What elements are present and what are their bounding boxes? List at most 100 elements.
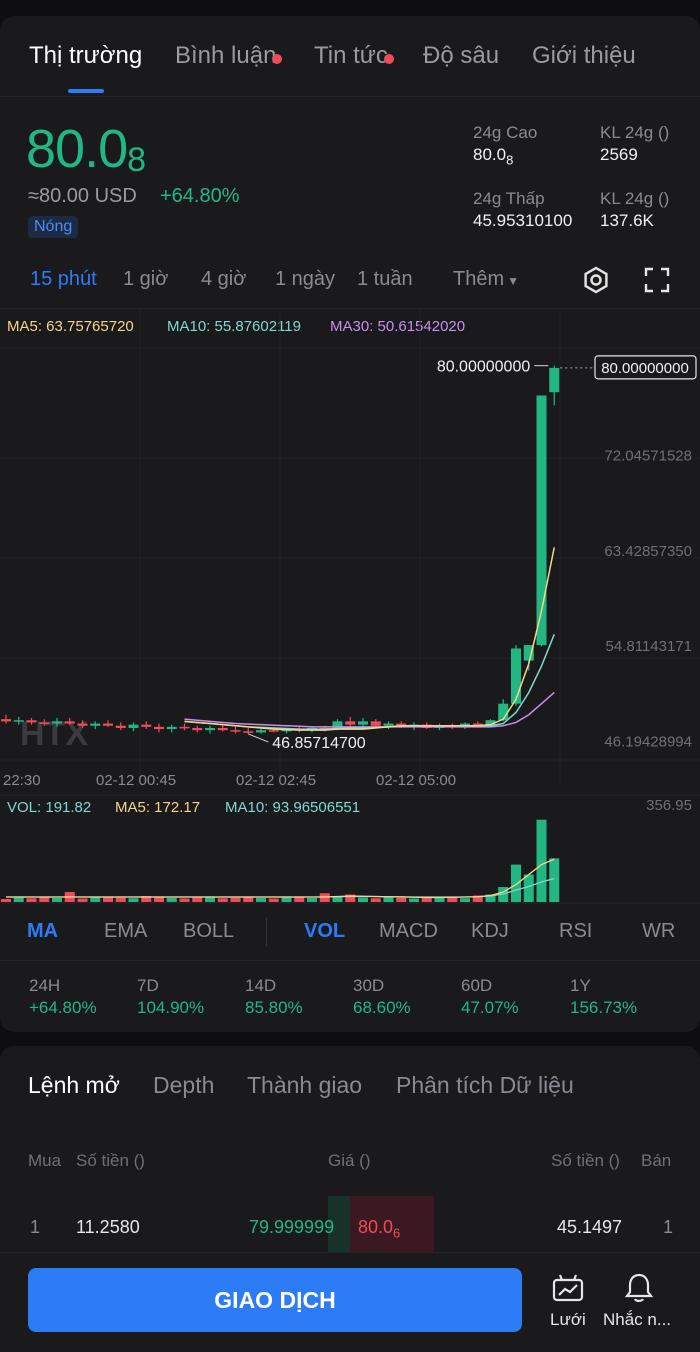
volume-bar xyxy=(460,898,470,902)
volume-bar xyxy=(192,897,203,902)
bell-icon[interactable] xyxy=(623,1272,655,1304)
volume-bar xyxy=(447,897,458,902)
volume-bar xyxy=(409,898,419,902)
period-1w[interactable]: 1 tuần xyxy=(357,268,413,290)
indicator-kdj[interactable]: KDJ xyxy=(471,920,509,942)
perf-1y-label: 1Y xyxy=(570,976,591,995)
volume-24h-label: KL 24g () xyxy=(600,123,670,142)
price-alert-label[interactable]: Nhắc n... xyxy=(603,1310,672,1329)
tab-comments[interactable]: Bình luận xyxy=(175,42,277,69)
candle-body xyxy=(332,721,343,730)
period-1d[interactable]: 1 ngày xyxy=(275,268,336,290)
volume-bar xyxy=(77,898,88,902)
volume-bar xyxy=(103,896,113,902)
candlestick-chart[interactable]: HTX 80.6628570672.0457152863.4285735054.… xyxy=(0,308,700,904)
news-notification-dot xyxy=(384,54,394,64)
period-1h[interactable]: 1 giờ xyxy=(123,268,169,290)
indicator-ma[interactable]: MA xyxy=(27,920,59,942)
vol-legend: VOL: 191.82 xyxy=(7,799,91,816)
perf-7d-value: 104.90% xyxy=(137,998,205,1017)
x-tick-label: 02-12 05:00 xyxy=(376,772,456,789)
vol-ma5-line xyxy=(6,858,555,899)
perf-24h-value: +64.80% xyxy=(29,998,97,1017)
indicator-macd[interactable]: MACD xyxy=(379,920,438,942)
ma30-line xyxy=(184,691,555,728)
volume-bar xyxy=(179,898,190,902)
vol-ma10-legend: MA10: 93.96506551 xyxy=(225,799,360,816)
volume-bar xyxy=(396,897,407,902)
candle-body xyxy=(39,722,50,724)
volume-bar xyxy=(549,858,560,902)
candle-body xyxy=(485,720,496,725)
ma10-legend: MA10: 55.87602119 xyxy=(167,318,301,335)
last-price-subscript: 8 xyxy=(127,141,146,179)
trade-button[interactable]: GIAO DỊCH xyxy=(28,1268,522,1332)
tabs-divider xyxy=(0,96,700,97)
buy-amount: 11.2580 xyxy=(76,1217,140,1237)
candle-body xyxy=(179,726,190,729)
perf-1y-value: 156.73% xyxy=(570,998,638,1017)
candle-body xyxy=(358,721,368,725)
volume-bar xyxy=(115,897,126,902)
indicator-vol[interactable]: VOL xyxy=(304,920,346,942)
volume-bar xyxy=(13,897,24,902)
tab-market[interactable]: Thị trường xyxy=(29,42,143,69)
candle-body xyxy=(115,725,126,728)
turnover-24h-label: KL 24g () xyxy=(600,189,670,208)
volume-bar xyxy=(294,897,305,902)
indicator-rsi[interactable]: RSI xyxy=(559,920,593,942)
volume-bar xyxy=(472,895,483,902)
header-buy: Mua xyxy=(28,1151,62,1170)
tab-depth-chart[interactable]: Depth xyxy=(153,1072,215,1098)
tab-data-analysis[interactable]: Phân tích Dữ liệu xyxy=(396,1072,574,1098)
grid-bot-label[interactable]: Lưới xyxy=(550,1310,586,1329)
last-price-box xyxy=(594,355,697,380)
perf-24h-label: 24H xyxy=(29,976,61,995)
y-tick-label: 63.42857350 xyxy=(604,543,692,560)
candle-body xyxy=(141,724,152,727)
perf-60d-label: 60D xyxy=(461,976,493,995)
ask-price[interactable]: 80.06 xyxy=(358,1217,401,1241)
top-tabs: Thị trường Bình luận Tin tức Độ sâu Giới… xyxy=(0,16,700,96)
candle-body xyxy=(523,645,534,661)
indicator-divider xyxy=(0,960,700,961)
candle-body xyxy=(52,721,62,724)
grid-bot-icon[interactable] xyxy=(550,1272,586,1304)
tab-open-orders[interactable]: Lệnh mở xyxy=(28,1072,120,1098)
header-price: Giá () xyxy=(328,1151,371,1170)
tab-introduction[interactable]: Giới thiệu xyxy=(532,42,636,69)
fullscreen-icon[interactable] xyxy=(644,267,670,293)
indicator-wr[interactable]: WR xyxy=(642,920,676,942)
header-amount-buy: Số tiền () xyxy=(76,1151,145,1170)
vol-ma5-legend: MA5: 172.17 xyxy=(115,799,200,816)
candle-body xyxy=(90,723,101,726)
chart-top-divider xyxy=(0,308,700,309)
volume-bar xyxy=(128,898,139,902)
min-price-leader xyxy=(248,733,269,743)
indicator-boll[interactable]: BOLL xyxy=(183,920,235,942)
candle-body xyxy=(383,723,394,726)
header-sell: Bán xyxy=(641,1151,672,1170)
ask-depth-bar xyxy=(350,1196,434,1252)
period-4h[interactable]: 4 giờ xyxy=(201,268,247,290)
volume-bar xyxy=(243,896,254,902)
volume-bar xyxy=(166,898,177,902)
y-tick-label: 72.04571528 xyxy=(604,448,692,465)
y-axis-ticks: 80.6628570672.0457152863.4285735054.8114… xyxy=(604,353,692,751)
more-periods-button[interactable]: Thêm ▼ xyxy=(453,268,520,290)
sell-row-index: 1 xyxy=(663,1217,674,1237)
tab-trades[interactable]: Thành giao xyxy=(247,1072,363,1098)
period-15m[interactable]: 15 phút xyxy=(30,268,97,290)
ma30-legend: MA30: 50.61542020 xyxy=(330,318,466,335)
tab-depth[interactable]: Độ sâu xyxy=(423,42,500,69)
bid-price[interactable]: 79.999999 xyxy=(249,1217,335,1237)
vol-max-tick: 356.95 xyxy=(646,797,692,814)
volume-bar xyxy=(358,897,368,902)
candle-body xyxy=(256,730,266,733)
chart-settings-icon[interactable] xyxy=(582,266,610,294)
tab-news[interactable]: Tin tức xyxy=(314,42,388,69)
last-price-tag: 80.00000000 xyxy=(601,360,689,377)
price-change: +64.80% xyxy=(160,185,240,207)
indicator-ema[interactable]: EMA xyxy=(104,920,148,942)
buy-row-index: 1 xyxy=(30,1217,41,1237)
